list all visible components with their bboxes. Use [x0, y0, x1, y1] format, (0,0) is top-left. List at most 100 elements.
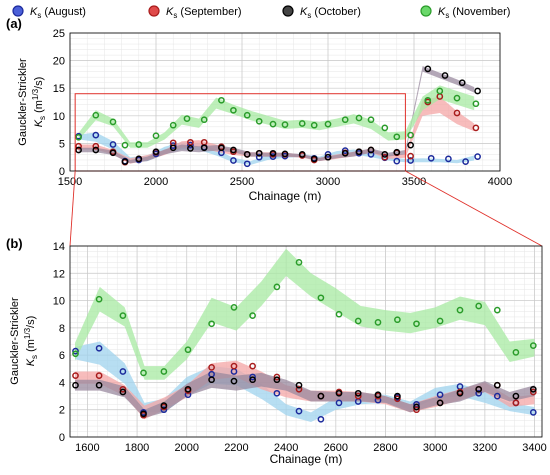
- data-point: [95, 381, 103, 389]
- data-point: [187, 145, 194, 152]
- zoom-connectors: [69, 170, 543, 247]
- data-point: [317, 415, 325, 423]
- legend-label: Ks (October): [300, 6, 361, 20]
- x-tick-label: 2000: [175, 442, 199, 454]
- data-point: [140, 369, 147, 377]
- data-point: [243, 111, 251, 119]
- data-point: [529, 385, 537, 393]
- x-tick-label: 3500: [402, 176, 426, 188]
- data-point: [187, 138, 194, 146]
- data-point: [475, 302, 483, 310]
- data-point: [324, 151, 332, 158]
- data-point: [295, 385, 303, 393]
- legend-marker: [148, 5, 160, 17]
- data-point: [367, 146, 375, 154]
- data-point: [230, 304, 238, 311]
- legend-marker: [282, 5, 294, 17]
- data-point: [512, 392, 520, 400]
- legend-label: Ks (August): [30, 6, 86, 20]
- data-point: [95, 344, 103, 352]
- data-point: [152, 148, 160, 156]
- panel-a-ticks: 1500 2000 2500 3000 3500 4000 0 5 10 15 20 25: [53, 28, 512, 188]
- legend-label: Ks (September): [166, 6, 242, 20]
- data-point: [72, 350, 79, 358]
- x-tick-label: 4000: [488, 176, 512, 188]
- data-point: [393, 157, 401, 165]
- legend-marker: [12, 5, 24, 17]
- data-point: [367, 116, 375, 124]
- data-point: [407, 157, 414, 164]
- data-point: [255, 149, 263, 157]
- data-point: [95, 295, 103, 303]
- panel-a-bands: [78, 66, 475, 165]
- data-point: [269, 120, 277, 128]
- data-point: [208, 364, 215, 371]
- x-tick-label: 2000: [144, 176, 168, 188]
- data-point: [462, 158, 469, 165]
- data-point: [72, 347, 79, 355]
- data-point: [355, 114, 363, 122]
- panel-b-label: (b): [6, 236, 23, 251]
- data-point: [407, 141, 414, 149]
- x-tick-label: 3200: [473, 442, 497, 454]
- data-point: [354, 389, 362, 397]
- panel-a: (a) 1500 2000 2500 3000 3500 4000 0 5 10 15 20 25 C…: [6, 16, 512, 203]
- data-point: [381, 124, 389, 132]
- data-point: [152, 132, 160, 140]
- data-point: [458, 79, 466, 87]
- x-tick-label: 3400: [522, 442, 546, 454]
- data-point: [160, 402, 168, 409]
- data-point: [453, 109, 461, 117]
- data-point: [367, 151, 375, 158]
- data-point: [341, 116, 349, 124]
- data-point: [230, 106, 237, 114]
- x-tick-label: 1600: [75, 442, 99, 454]
- data-point: [218, 96, 225, 104]
- panel-a-x-axis-label: Chainage (m): [249, 189, 322, 203]
- data-point: [230, 146, 237, 154]
- data-point: [310, 121, 318, 129]
- zoom-connector-right: [405, 170, 543, 247]
- data-point: [355, 148, 363, 156]
- data-point: [298, 151, 306, 158]
- legend: Ks (August) Ks (September) Ks (October) Ks …: [12, 5, 510, 20]
- data-point: [249, 373, 256, 381]
- data-point: [354, 392, 362, 400]
- data-point: [335, 399, 343, 407]
- data-point: [529, 388, 537, 396]
- data-point: [249, 376, 256, 384]
- panel-a-label: (a): [6, 16, 22, 31]
- x-tick-label: 1800: [125, 442, 149, 454]
- data-point: [187, 141, 194, 149]
- data-point: [456, 389, 464, 397]
- data-point: [436, 399, 444, 407]
- y-tick-label: 10: [53, 296, 65, 308]
- data-point: [218, 144, 225, 152]
- data-point: [184, 385, 192, 393]
- data-point: [295, 407, 303, 415]
- y-tick-label: 8: [59, 323, 65, 335]
- data-point: [407, 152, 414, 160]
- legend-item: Ks (November): [420, 5, 510, 20]
- data-point: [119, 388, 127, 396]
- panel-a-y-axis-label-line2: Ks (m1/3/s): [31, 77, 47, 128]
- data-point: [413, 320, 420, 328]
- panel-b: (b) 1600 1800 2000 2200 2400 2600 2800 3000 3200…: [6, 236, 547, 466]
- panel-b-points: [72, 259, 537, 423]
- panel-a-points: [75, 65, 481, 168]
- data-point: [381, 151, 389, 158]
- x-tick-label: 2400: [274, 442, 298, 454]
- uncertainty-band: [78, 66, 475, 164]
- data-point: [269, 149, 277, 157]
- data-point: [92, 111, 100, 119]
- data-point: [427, 154, 435, 162]
- x-tick-label: 2800: [373, 442, 397, 454]
- data-point: [230, 377, 238, 385]
- data-point: [75, 133, 82, 141]
- data-point: [493, 392, 501, 400]
- data-point: [374, 391, 382, 399]
- data-point: [121, 158, 129, 165]
- data-point: [456, 306, 464, 314]
- data-point: [474, 153, 481, 160]
- data-point: [119, 385, 127, 393]
